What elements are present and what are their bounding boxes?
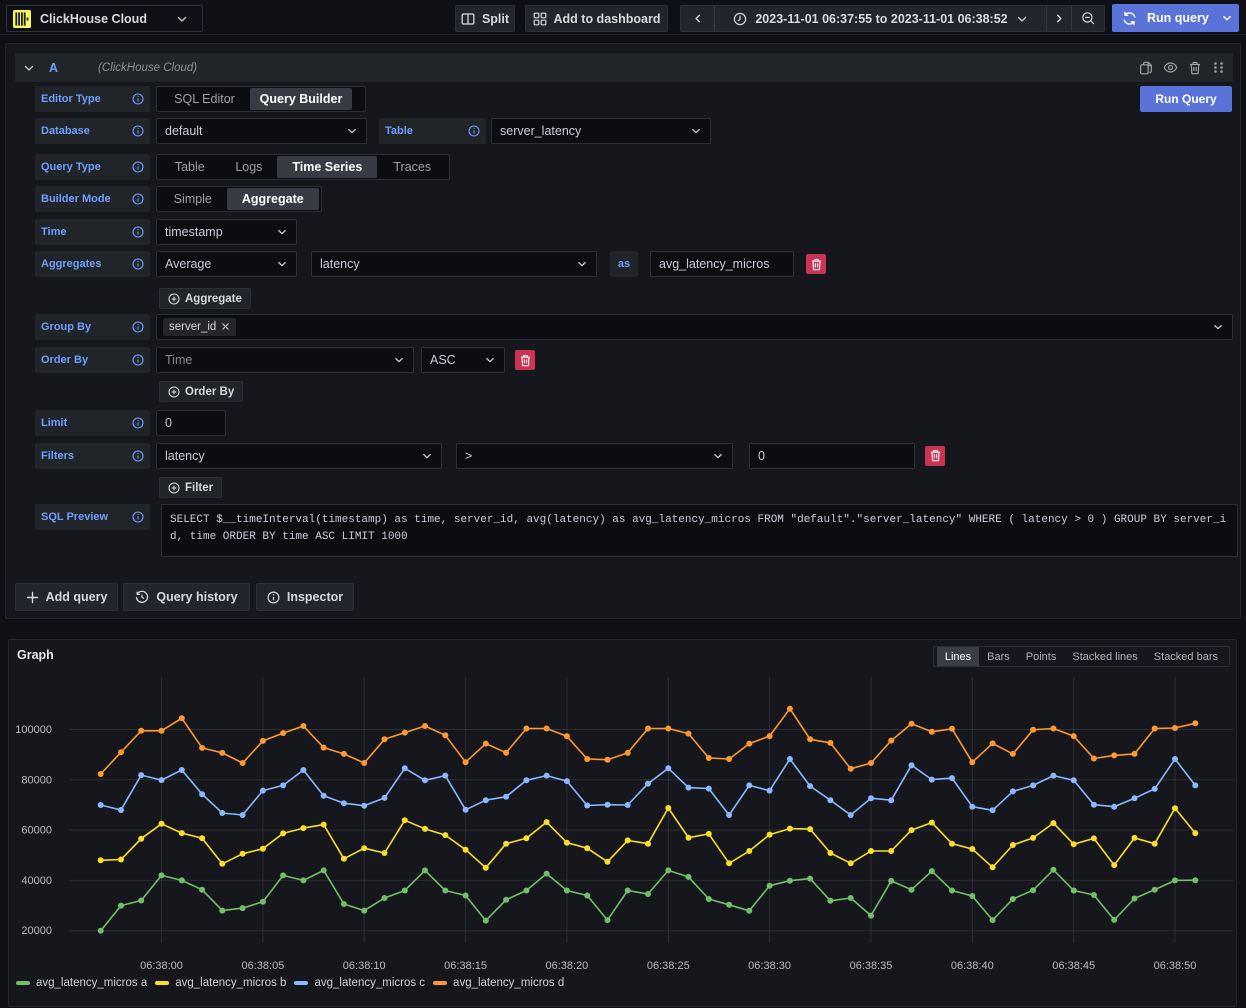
svg-text:06:38:05: 06:38:05	[241, 960, 284, 972]
svg-text:06:38:40: 06:38:40	[951, 960, 994, 972]
svg-text:06:38:15: 06:38:15	[444, 960, 487, 972]
svg-text:06:38:30: 06:38:30	[748, 960, 791, 972]
svg-text:100000: 100000	[15, 724, 52, 736]
svg-text:06:38:50: 06:38:50	[1154, 960, 1197, 972]
svg-text:06:38:20: 06:38:20	[545, 960, 588, 972]
svg-text:80000: 80000	[21, 774, 52, 786]
svg-text:20000: 20000	[21, 925, 52, 937]
svg-text:60000: 60000	[21, 825, 52, 837]
svg-text:40000: 40000	[21, 875, 52, 887]
svg-text:06:38:35: 06:38:35	[850, 960, 893, 972]
svg-text:06:38:45: 06:38:45	[1052, 960, 1095, 972]
svg-text:06:38:00: 06:38:00	[140, 960, 183, 972]
svg-text:06:38:10: 06:38:10	[343, 960, 386, 972]
svg-text:06:38:25: 06:38:25	[647, 960, 690, 972]
